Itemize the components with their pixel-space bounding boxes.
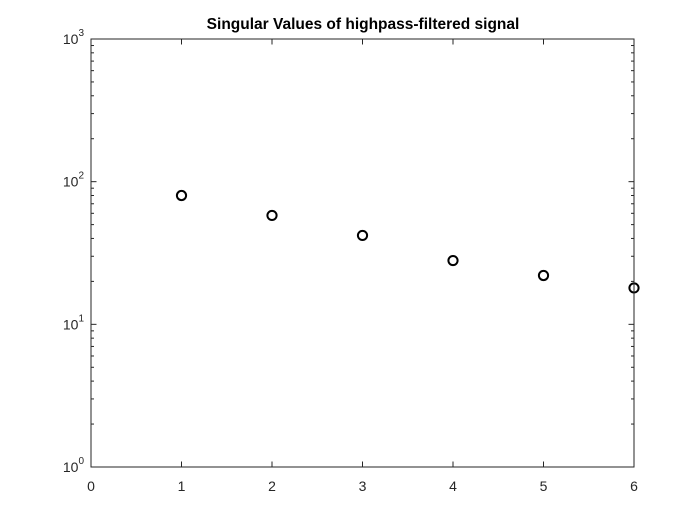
y-tick-base: 10 [63,459,79,475]
data-point [447,254,459,267]
data-point [175,189,188,202]
y-tick-exponent: 1 [78,313,84,324]
x-tick-labels: 0 1 2 3 4 5 6 [87,478,638,494]
y-tick-base: 10 [63,316,79,332]
y-tick-base: 10 [63,31,79,47]
plot-area-frame [90,38,635,468]
y-tick-label: 102 [63,171,85,190]
x-tick-label: 1 [178,478,186,494]
data-point [266,209,278,222]
y-tick-label: 101 [63,313,85,332]
y-tick-exponent: 0 [78,456,84,467]
y-tick-label: 103 [63,28,85,47]
y-tick-exponent: 2 [78,171,84,182]
x-tick-label: 0 [87,478,95,494]
y-tick-exponent: 3 [78,28,84,39]
y-tick-base: 10 [63,174,79,190]
x-tick-label: 2 [268,478,276,494]
x-tick-label: 6 [630,478,638,494]
chart-title: Singular Values of highpass-filtered sig… [207,16,520,33]
data-point [356,229,369,242]
data-point [537,269,550,282]
x-tick-label: 4 [449,478,457,494]
x-tick-label: 5 [540,478,548,494]
y-tick-label: 100 [63,456,85,475]
x-tick-label: 3 [359,478,367,494]
